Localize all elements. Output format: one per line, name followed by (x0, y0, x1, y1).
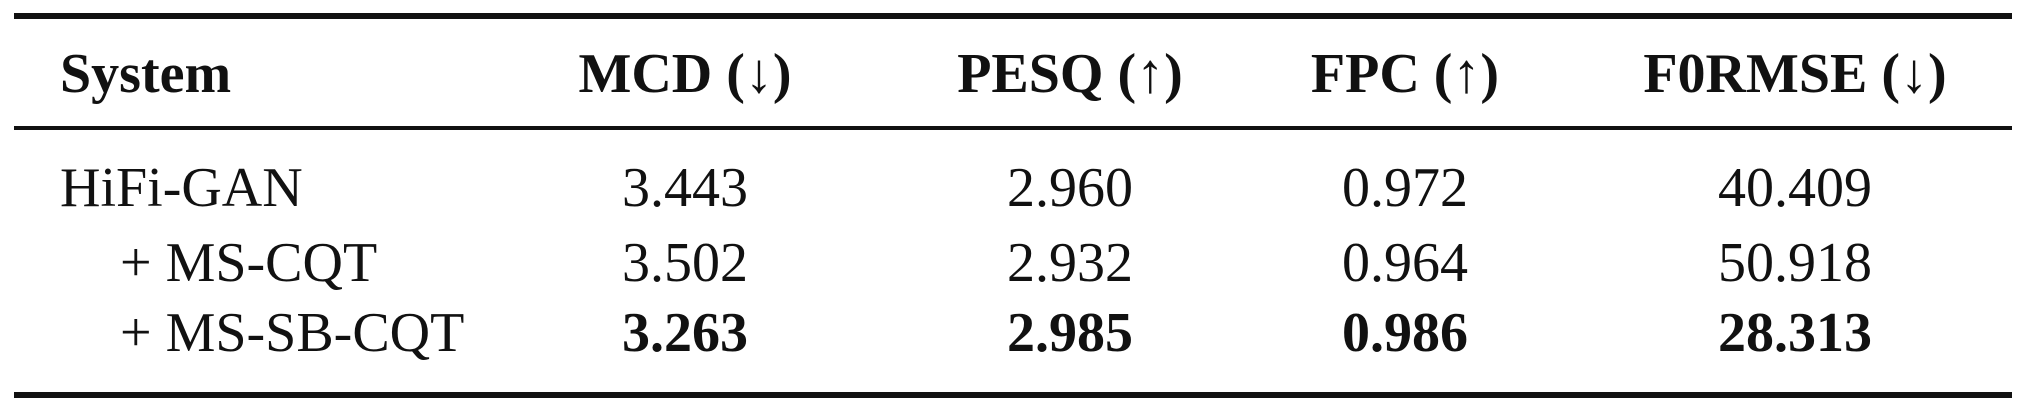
table-header-rule (14, 126, 2012, 130)
system-name: HiFi-GAN (60, 157, 303, 219)
table-row: + MS-CQT 3.502 2.932 0.964 50.918 (0, 233, 2026, 293)
system-name: + MS-SB-CQT (120, 302, 465, 364)
table-bottom-rule (14, 392, 2012, 398)
mcd-value: 3.443 (622, 157, 748, 219)
mcd-value: 3.502 (622, 232, 748, 294)
f0rmse-value: 28.313 (1718, 302, 1872, 364)
table-top-rule (14, 13, 2012, 19)
table-header-row: System MCD (↓) PESQ (↑) FPC (↑) F0RMSE (… (0, 44, 2026, 104)
f0rmse-value: 50.918 (1718, 232, 1872, 294)
pesq-value: 2.985 (1007, 302, 1133, 364)
header-fpc: FPC (↑) (1310, 43, 1500, 105)
header-mcd: MCD (↓) (578, 43, 792, 105)
fpc-value: 0.972 (1342, 157, 1468, 219)
table-row: HiFi-GAN 3.443 2.960 0.972 40.409 (0, 158, 2026, 218)
mcd-value: 3.263 (622, 302, 748, 364)
fpc-value: 0.986 (1342, 302, 1468, 364)
header-pesq: PESQ (↑) (957, 43, 1183, 105)
table-row: + MS-SB-CQT 3.263 2.985 0.986 28.313 (0, 303, 2026, 363)
f0rmse-value: 40.409 (1718, 157, 1872, 219)
pesq-value: 2.960 (1007, 157, 1133, 219)
fpc-value: 0.964 (1342, 232, 1468, 294)
header-f0rmse: F0RMSE (↓) (1643, 43, 1947, 105)
header-system: System (60, 43, 232, 105)
pesq-value: 2.932 (1007, 232, 1133, 294)
system-name: + MS-CQT (120, 232, 378, 294)
